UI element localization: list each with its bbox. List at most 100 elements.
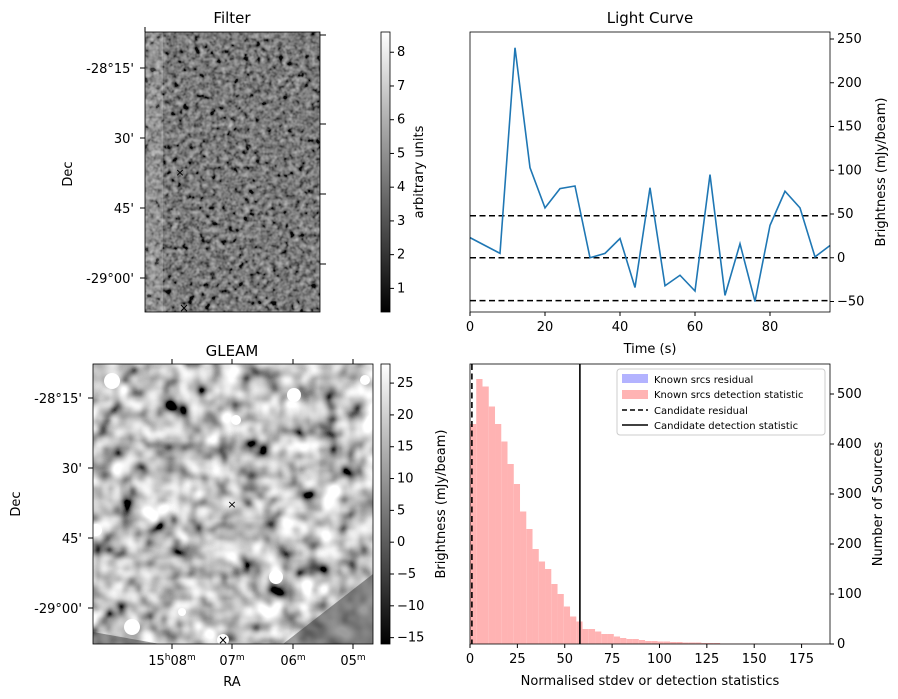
- filter-ylabel: Dec: [61, 161, 76, 186]
- gleam-panel: GLEAM × × -28°1: [9, 342, 374, 690]
- gleam-xtick-label: 05m: [340, 653, 365, 669]
- histogram-bar: [551, 584, 558, 644]
- histogram-bar: [620, 638, 627, 644]
- histogram-bar: [713, 643, 721, 644]
- light-curve-xtick-label: 20: [537, 320, 554, 335]
- histogram-bar: [645, 641, 652, 644]
- histogram-bar: [682, 642, 689, 644]
- gleam-ytick-label: 45': [62, 532, 82, 547]
- histogram-bar: [607, 634, 614, 644]
- light-curve-ytick-label: −50: [837, 295, 864, 310]
- gleam-xtick-label: 07m: [219, 653, 244, 669]
- histogram-bar: [532, 549, 539, 644]
- gleam-colorbar-tick-label: 20: [397, 408, 414, 423]
- gleam-xtick-label: 06m: [280, 653, 305, 669]
- gleam-candidate-marker: ×: [227, 498, 236, 511]
- histogram-bar: [513, 484, 521, 644]
- histogram-ylabel: Number of Sources: [871, 442, 886, 567]
- histogram-ytick-label: 100: [837, 587, 862, 602]
- gleam-colorbar-label: Brightness (mJy/beam): [434, 430, 449, 579]
- histogram-ytick-label: 300: [837, 487, 862, 502]
- histogram-bar: [657, 641, 664, 644]
- histogram-xlabel: Normalised stdev or detection statistics: [521, 674, 780, 689]
- light-curve-xtick-label: 0: [466, 320, 474, 335]
- histogram-ytick-label: 500: [837, 387, 862, 402]
- histogram-bar: [470, 424, 477, 644]
- filter-panel: Filter × × -28°15' 30' 45' -29°00' Dec: [61, 9, 326, 315]
- filter-ytick-label: 30': [114, 132, 134, 147]
- histogram-bar: [595, 631, 602, 644]
- histogram-bar: [601, 634, 608, 644]
- histogram-bar: [545, 569, 552, 644]
- histogram-xtick-label: 150: [742, 652, 767, 667]
- light-curve-ylabel: Brightness (mJy/beam): [874, 98, 889, 247]
- histogram-xtick-label: 175: [789, 652, 814, 667]
- histogram-bar: [538, 561, 546, 644]
- light-curve-ytick-label: 200: [837, 76, 862, 91]
- histogram-xtick-label: 50: [556, 652, 573, 667]
- legend-label: Known srcs residual: [654, 375, 753, 386]
- histogram-bar: [707, 643, 714, 644]
- gleam-colorbar-tick-label: 0: [397, 535, 405, 550]
- light-curve-ytick-label: 0: [837, 251, 845, 266]
- legend-swatch-known-detection: [622, 390, 648, 399]
- histogram-bar: [563, 606, 571, 644]
- histogram-bar: [570, 616, 577, 644]
- light-curve-panel: Light Curve 0 20 40 60 80−50050100150200250 …: [466, 9, 889, 357]
- legend-label: Known srcs detection statistic: [654, 390, 803, 401]
- gleam-ytick-label: 30': [62, 462, 82, 477]
- gleam-title: GLEAM: [206, 342, 259, 360]
- filter-colorbar-tick-label: 4: [397, 180, 405, 195]
- light-curve-ytick-label: 50: [837, 207, 854, 222]
- filter-colorbar-tick-label: 8: [397, 45, 405, 60]
- histogram-bar: [626, 639, 633, 644]
- histogram-bar: [557, 594, 564, 644]
- histogram-bar: [651, 641, 658, 644]
- histogram-bar: [495, 424, 502, 644]
- gleam-colorbar-tick-label: 15: [397, 440, 414, 455]
- gleam-colorbar: 25 20 15 10 5 0 −5 −10 −15 Brightness (mJy/beam): [380, 363, 449, 646]
- filter-colorbar-label: arbitrary units: [412, 125, 427, 218]
- filter-colorbar-tick-label: 2: [397, 248, 405, 263]
- light-curve-ytick-label: 250: [837, 32, 862, 47]
- light-curve-title: Light Curve: [607, 9, 693, 27]
- histogram-bar: [701, 643, 708, 644]
- histogram-bar: [676, 642, 683, 644]
- gleam-colorbar-tick-label: 5: [397, 503, 405, 518]
- filter-colorbar-tick-label: 6: [397, 113, 405, 128]
- filter-candidate-marker: ×: [175, 166, 184, 179]
- gleam-ytick-label: -28°15': [34, 392, 82, 407]
- gleam-colorbar-tick-label: 10: [397, 472, 414, 487]
- light-curve-xtick-label: 40: [612, 320, 629, 335]
- legend-label: Candidate detection statistic: [654, 421, 798, 432]
- filter-colorbar-tick-label: 3: [397, 214, 405, 229]
- filter-top-ticks: [144, 27, 326, 265]
- histogram-bar: [507, 464, 514, 644]
- histogram-legend: Known srcs residual Known srcs detection…: [616, 368, 826, 436]
- histogram-bar: [588, 629, 596, 644]
- gleam-colorbar-tick-label: 25: [397, 376, 414, 391]
- gleam-xticks: 15h08m 07m 06m 05m: [148, 359, 366, 669]
- gleam-colorbar-tick-label: −15: [397, 631, 424, 646]
- light-curve-series-line: [469, 47, 831, 302]
- histogram-bar: [520, 511, 527, 644]
- histogram-bar: [482, 386, 489, 644]
- histogram-bar: [488, 406, 496, 644]
- histogram-xtick-label: 75: [604, 652, 621, 667]
- filter-colorbar-tick-label: 7: [397, 79, 405, 94]
- gleam-ylabel: Dec: [9, 491, 24, 516]
- light-curve-xlabel: Time (s): [623, 342, 677, 357]
- legend-label: Candidate residual: [654, 406, 748, 417]
- light-curve-ytick-label: 150: [837, 120, 862, 135]
- filter-colorbar-tick-label: 5: [397, 146, 405, 161]
- filter-image: [145, 32, 320, 312]
- histogram-bar: [688, 642, 696, 644]
- filter-colorbar-tick-label: 1: [397, 281, 405, 296]
- light-curve-xtick-label: 80: [762, 320, 779, 335]
- histogram-bar: [613, 636, 621, 644]
- histogram-bar: [501, 441, 508, 644]
- gleam-bright-sources: [93, 373, 370, 644]
- histogram-panel: 0 25 50 75 100 125 150 175 0 100 200 300 400 500 Norm…: [466, 363, 886, 689]
- gleam-ytick-label: -29°00': [34, 602, 82, 617]
